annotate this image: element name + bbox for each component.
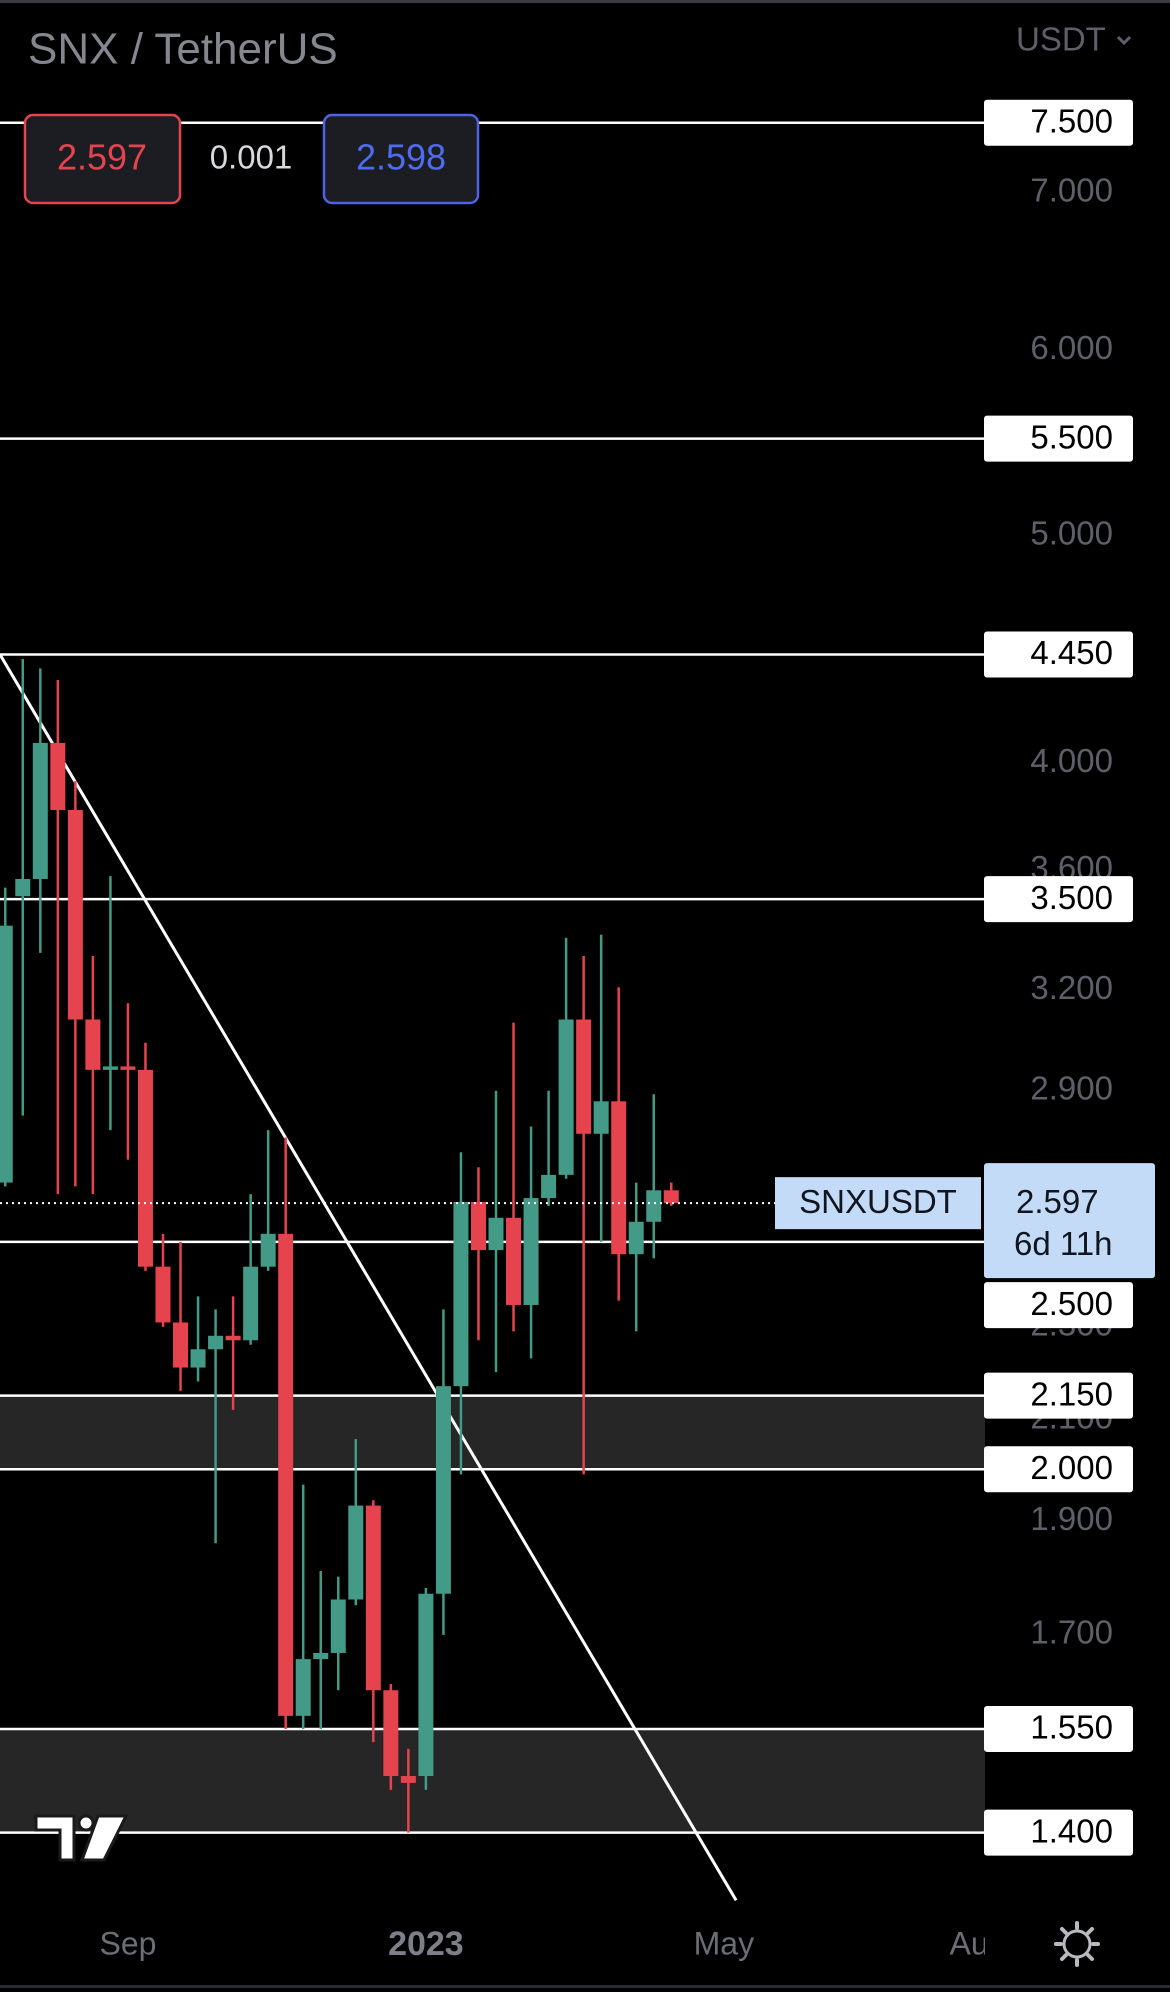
candle-body bbox=[348, 1505, 364, 1600]
x-tick-label: Sep bbox=[99, 1925, 156, 1961]
candle-body bbox=[576, 1019, 592, 1134]
level-label: 4.450 bbox=[1030, 634, 1113, 671]
settings-button[interactable] bbox=[1054, 1921, 1100, 1967]
y-tick-label: 5.000 bbox=[1030, 514, 1113, 551]
candle-body bbox=[400, 1776, 416, 1783]
candle-body bbox=[593, 1101, 609, 1134]
candle-body bbox=[558, 1019, 574, 1175]
candle-body bbox=[435, 1386, 451, 1594]
level-label: 3.500 bbox=[1030, 879, 1113, 916]
level-label-box bbox=[984, 1809, 1133, 1856]
candle-body bbox=[611, 1101, 627, 1255]
candle-body bbox=[120, 1066, 136, 1070]
candle-body bbox=[0, 925, 13, 1183]
countdown-label: 6d 11h bbox=[1014, 1225, 1112, 1262]
trendline bbox=[0, 653, 738, 1902]
y-tick-label: 4.000 bbox=[1030, 742, 1113, 779]
level-label: 7.500 bbox=[1030, 102, 1113, 139]
candle-body bbox=[85, 1019, 101, 1070]
last-price-label: 2.597 bbox=[1016, 1183, 1099, 1220]
level-label-box bbox=[984, 1372, 1133, 1419]
level-label: 2.500 bbox=[1030, 1285, 1113, 1322]
candle-body bbox=[470, 1201, 486, 1251]
ask-price[interactable]: 2.598 bbox=[356, 137, 446, 178]
top-border bbox=[0, 0, 1170, 3]
last-price-box bbox=[984, 1163, 1155, 1279]
y-tick-label: 1.900 bbox=[1030, 1500, 1113, 1537]
chart-title: SNX / TetherUS bbox=[28, 25, 338, 74]
level-label-box bbox=[984, 1705, 1133, 1752]
candle-body bbox=[102, 1066, 118, 1070]
candle-body bbox=[506, 1217, 522, 1305]
candle-body bbox=[330, 1599, 346, 1653]
candle-body bbox=[155, 1266, 171, 1323]
bid-box[interactable] bbox=[23, 113, 182, 205]
candle-body bbox=[541, 1174, 557, 1199]
candle-body bbox=[260, 1233, 276, 1267]
x-tick-label: 2023 bbox=[388, 1925, 464, 1963]
candle-body bbox=[173, 1322, 189, 1368]
candle-body bbox=[365, 1505, 381, 1691]
zone bbox=[0, 1395, 985, 1470]
zone bbox=[0, 1728, 985, 1833]
x-tick-label: May bbox=[694, 1925, 754, 1961]
level-label-box bbox=[984, 876, 1133, 923]
candle-body bbox=[243, 1266, 259, 1341]
spread: 0.001 bbox=[210, 139, 293, 176]
symbol-label: SNXUSDT bbox=[799, 1183, 957, 1220]
candle-body bbox=[190, 1349, 206, 1368]
candle-body bbox=[488, 1217, 504, 1251]
level-label-box bbox=[984, 631, 1133, 678]
candle-body bbox=[15, 878, 31, 897]
ask-box[interactable] bbox=[322, 113, 480, 205]
candle-body bbox=[225, 1335, 241, 1341]
level-label-box bbox=[984, 415, 1133, 462]
bottom-border bbox=[0, 1985, 1170, 1988]
candle-body bbox=[523, 1198, 539, 1305]
y-tick-label: 1.700 bbox=[1030, 1614, 1113, 1651]
candle-body bbox=[137, 1069, 153, 1267]
level-label: 2.000 bbox=[1030, 1449, 1113, 1486]
candle-body bbox=[313, 1652, 329, 1660]
y-tick-label: 2.900 bbox=[1030, 1069, 1113, 1106]
level-label-box bbox=[984, 1282, 1133, 1329]
overlay: SNXUSDT 2.597 6d 11h 7.500 5.500 4.450 3.500 2.… bbox=[23, 99, 1155, 1856]
candle-body bbox=[628, 1221, 644, 1255]
candle-body bbox=[383, 1690, 399, 1777]
level-label: 1.400 bbox=[1030, 1812, 1113, 1849]
level-label: 5.500 bbox=[1030, 418, 1113, 455]
currency-selector[interactable]: USDT bbox=[1016, 21, 1106, 58]
tradingview-logo bbox=[34, 1814, 129, 1862]
bid-price[interactable]: 2.597 bbox=[57, 137, 147, 178]
candle-body bbox=[50, 742, 66, 811]
candle-body bbox=[32, 742, 48, 879]
x-tick-label: Aug bbox=[950, 1925, 1007, 1961]
candle-body bbox=[67, 810, 83, 1020]
plot-area bbox=[0, 121, 985, 1902]
y-tick-label: 6.000 bbox=[1030, 329, 1113, 366]
candle-body bbox=[208, 1335, 224, 1350]
dropdown-chevron[interactable] bbox=[1116, 35, 1132, 46]
candle-body bbox=[295, 1659, 311, 1716]
level-label: 2.150 bbox=[1030, 1375, 1113, 1412]
candle-body bbox=[663, 1190, 679, 1204]
candle-body bbox=[646, 1190, 662, 1222]
candle-body bbox=[418, 1593, 434, 1777]
level-label: 1.550 bbox=[1030, 1709, 1113, 1746]
y-tick-label: 7.000 bbox=[1030, 172, 1113, 209]
candle-body bbox=[278, 1233, 294, 1716]
symbol-label-box bbox=[775, 1177, 981, 1230]
candle-body bbox=[453, 1201, 469, 1387]
level-label-box bbox=[984, 99, 1133, 146]
time-axis: Sep 2023 May Aug bbox=[99, 1925, 1007, 1963]
y-tick-label: 3.200 bbox=[1030, 969, 1113, 1006]
level-label-box bbox=[984, 1446, 1133, 1493]
